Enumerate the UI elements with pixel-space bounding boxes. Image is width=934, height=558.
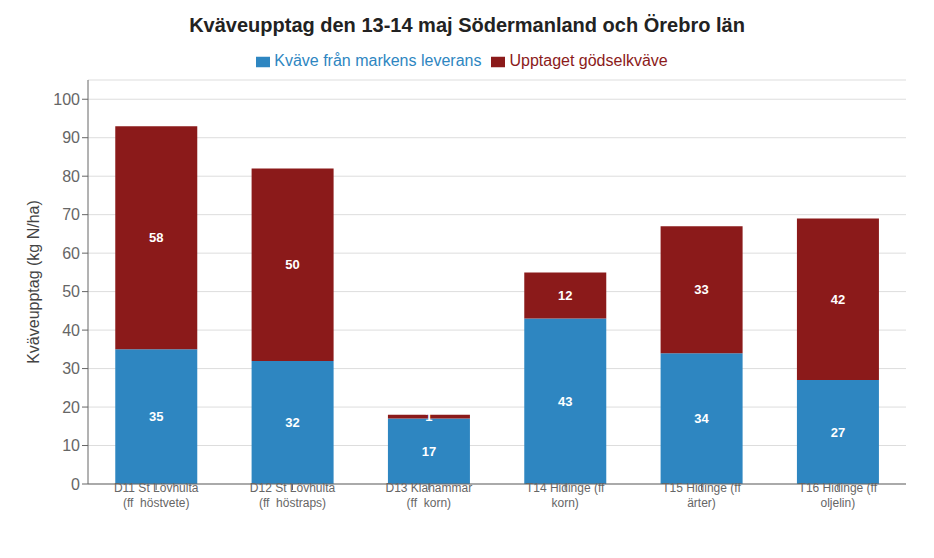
svg-text:80: 80 [62, 168, 80, 185]
svg-text:30: 30 [62, 360, 80, 377]
html-text:Kväveupptag den 13-14 maj Söde: Kväveupptag den 13-14 maj Södermanland o… [189, 14, 745, 36]
html-text:Kväve från markens leverans: Kväve från markens leverans [274, 52, 482, 69]
svg-text:12: 12 [558, 288, 572, 303]
svg-text:60: 60 [62, 245, 80, 262]
svg-text:40: 40 [62, 322, 80, 339]
svg-text:1: 1 [425, 409, 432, 424]
svg-text:100: 100 [53, 91, 80, 108]
svg-text:D11 St Lövhulta(ff höstvete): D11 St Lövhulta(ff höstvete) [114, 481, 199, 510]
svg-text:50: 50 [62, 283, 80, 300]
svg-text:Kväveupptag (kg N/ha): Kväveupptag (kg N/ha) [25, 200, 42, 364]
svg-text:20: 20 [62, 399, 80, 416]
svg-text:32: 32 [285, 415, 299, 430]
svg-text:90: 90 [62, 129, 80, 146]
svg-text:T14 Hidinge (ffkorn): T14 Hidinge (ffkorn) [526, 481, 605, 510]
svg-text:10: 10 [62, 437, 80, 454]
svg-text:0: 0 [71, 476, 80, 493]
svg-text:42: 42 [831, 292, 845, 307]
svg-text:17: 17 [422, 444, 436, 459]
html-text:Upptaget gödselkväve: Upptaget gödselkväve [509, 52, 668, 69]
svg-text:35: 35 [149, 409, 163, 424]
svg-text:33: 33 [694, 282, 708, 297]
svg-text:58: 58 [149, 230, 163, 245]
svg-text:34: 34 [694, 411, 709, 426]
svg-text:70: 70 [62, 206, 80, 223]
svg-text:43: 43 [558, 394, 572, 409]
svg-text:D12 St Lövhulta(ff höstraps): D12 St Lövhulta(ff höstraps) [250, 481, 336, 510]
svg-text:T15 Hidinge (ffärter): T15 Hidinge (ffärter) [662, 481, 741, 510]
svg-text:T16 Hidinge (ffoljelin): T16 Hidinge (ffoljelin) [799, 481, 878, 510]
svg-text:50: 50 [285, 257, 299, 272]
svg-text:27: 27 [831, 425, 845, 440]
svg-text:D13 Klahammar(ff korn): D13 Klahammar(ff korn) [385, 481, 472, 510]
